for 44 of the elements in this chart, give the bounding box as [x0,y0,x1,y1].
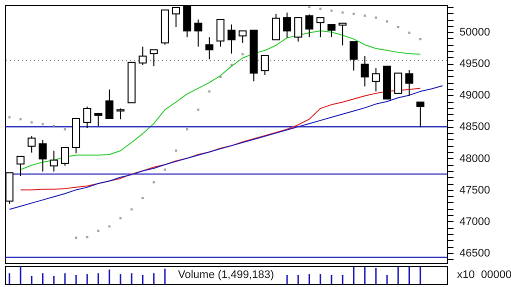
candlestick [116,108,124,120]
y-tick-label: 46500 [460,247,490,260]
candlestick [94,112,102,127]
candlestick [283,12,292,38]
candlestick [328,24,336,38]
candlestick [138,46,147,66]
candlestick [372,68,380,92]
candlestick [405,69,414,96]
candlestick [205,36,214,60]
candlestick [16,156,25,176]
candlestick [60,147,69,166]
line-series [20,30,421,170]
candlestick [416,102,424,128]
y-tick-label: 49500 [460,58,490,70]
candlestick [238,30,247,44]
line-series [8,85,444,210]
candlestick [38,139,47,172]
candlestick [28,136,36,154]
candlestick [394,72,402,94]
candlestick [338,22,347,46]
y-tick-label: 48500 [460,121,490,134]
annotation: Volume (1,499,183) [178,269,274,281]
y-tick-label: 49000 [460,90,490,102]
candlestick [294,17,302,42]
y-tick-label: 47500 [460,184,490,196]
candlestick [350,41,358,72]
candlestick [305,14,314,38]
candlestick [260,54,269,76]
candlestick [150,49,158,67]
y-tick-label: 47000 [460,216,490,228]
candlestick [105,89,114,120]
candlestick [83,106,92,129]
y-tick-label: 50000 [460,26,490,39]
line-series [20,88,421,190]
candlestick [228,24,236,54]
candlestick [316,17,324,38]
candlestick [272,13,280,40]
candlestick [194,19,202,48]
candlestick [50,150,58,172]
candlestick [216,19,224,48]
candlestick [360,56,369,87]
y-tick-label: 48000 [460,152,490,165]
text: 00000 [481,269,511,281]
text: x10 [457,269,475,281]
